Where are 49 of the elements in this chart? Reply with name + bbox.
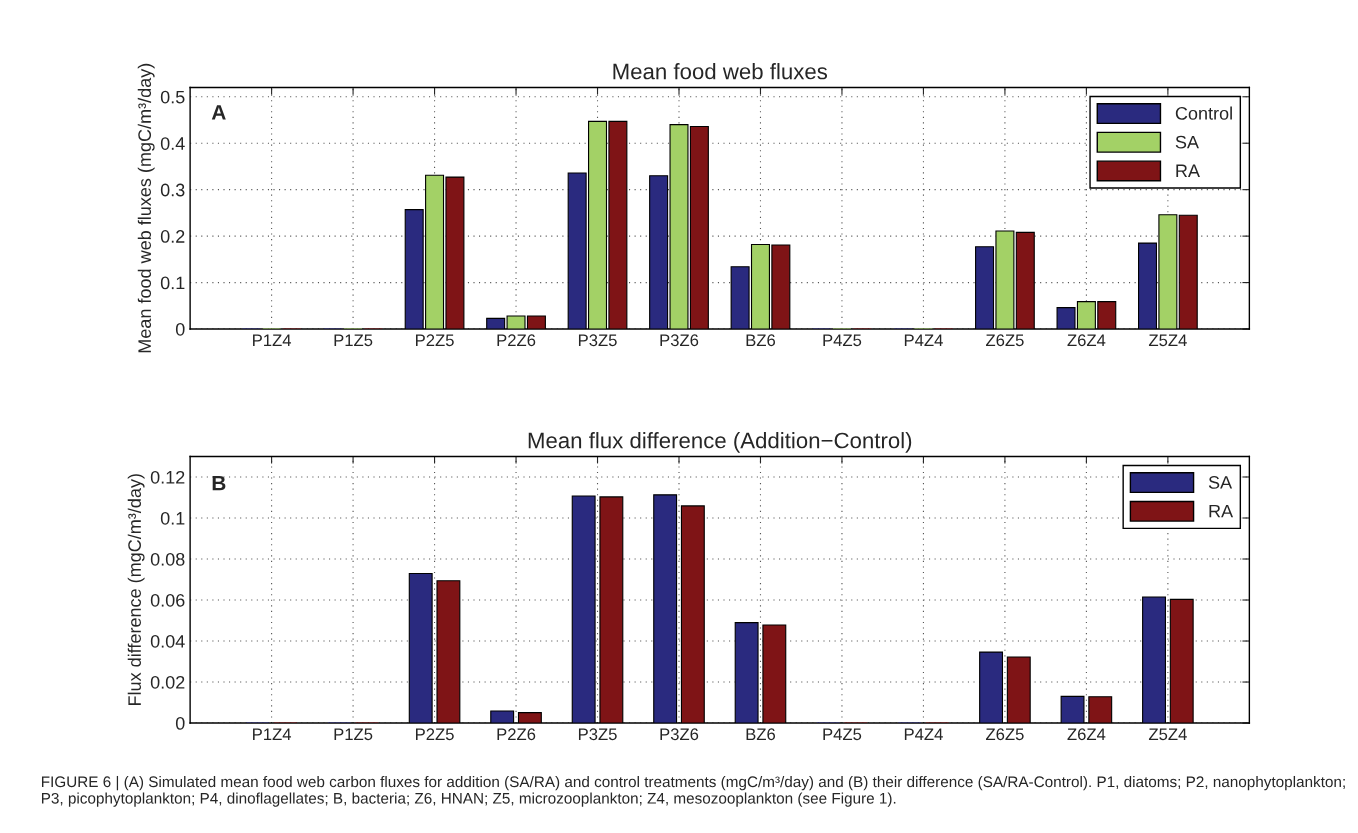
y-tick-label: 0.06 — [150, 593, 185, 607]
y-tick-label: 0.2 — [160, 230, 185, 243]
caption: FIGURE 6 | (A) Simulated mean food web carbon fluxes for addition (SA/RA) and control treatments (mgC/m³/day) and (B) their difference (SA/RA-Control). P1, diatoms; P2, nanophytoplankton; P3, picophytoplankton; P4, dinoflagellates; B, bacteria; Z6, HNAN; Z5, microzooplankton; Z4, mesozooplankton (see Figure 1). — [41, 775, 1345, 807]
x-tick-label: P1Z4 — [253, 728, 292, 740]
x-tick-label: P1Z5 — [334, 728, 373, 741]
x-tick-label: P2Z6 — [497, 334, 536, 347]
y-axis-title: Flux difference (mgC/m³/day) — [127, 474, 145, 706]
y-tick-label: 0.02 — [150, 675, 185, 689]
y-tick-label: 0.1 — [160, 511, 185, 525]
x-tick-label: P1Z5 — [334, 334, 373, 347]
y-tick-label: 0.4 — [160, 137, 185, 150]
x-tick-label: Z5Z4 — [1148, 728, 1187, 741]
chart-title: Mean food web fluxes — [613, 63, 828, 80]
y-tick-label: 0.1 — [160, 276, 185, 290]
y-tick-label: 0.08 — [150, 552, 185, 566]
y-tick-label: 0 — [175, 716, 185, 730]
x-tick-label: P3Z6 — [660, 334, 699, 347]
x-tick-label: Z6Z4 — [1067, 334, 1106, 347]
legend-label: Control — [1175, 106, 1232, 120]
legend-label: RA — [1209, 504, 1234, 518]
x-tick-label: P3Z5 — [578, 728, 617, 741]
x-tick-label: P3Z6 — [660, 728, 699, 741]
x-tick-label: P4Z4 — [904, 334, 943, 346]
legend-label: SA — [1175, 135, 1199, 149]
y-tick-label: 0.5 — [160, 90, 185, 104]
x-tick-label: Z6Z5 — [986, 334, 1024, 347]
y-tick-label: 0.04 — [150, 634, 185, 648]
legend-label: SA — [1208, 476, 1233, 489]
x-tick-label: P3Z5 — [578, 334, 617, 347]
y-axis-title: Mean food web fluxes (mgC/m³/day) — [137, 63, 155, 353]
x-tick-label: BZ6 — [746, 728, 776, 741]
annotation: A — [211, 105, 226, 120]
y-tick-label: 0.12 — [150, 470, 185, 484]
x-tick-label: P4Z4 — [904, 728, 943, 740]
x-tick-label: P4Z5 — [823, 334, 862, 347]
x-tick-label: P4Z5 — [823, 728, 862, 741]
x-tick-label: P2Z6 — [497, 728, 536, 741]
x-tick-label: P1Z4 — [253, 334, 292, 346]
x-tick-label: P2Z5 — [416, 334, 454, 347]
x-tick-label: P2Z5 — [416, 728, 454, 741]
y-tick-label: 0 — [175, 322, 185, 336]
chart-title: Mean flux difference (Addition−Control) — [528, 432, 912, 453]
x-tick-label: Z6Z5 — [986, 728, 1024, 741]
x-tick-label: Z6Z4 — [1067, 728, 1106, 741]
y-tick-label: 0.3 — [160, 183, 185, 197]
x-tick-label: BZ6 — [746, 334, 776, 347]
x-tick-label: Z5Z4 — [1148, 334, 1187, 347]
legend-label: RA — [1176, 164, 1200, 178]
annotation: B — [212, 475, 226, 491]
